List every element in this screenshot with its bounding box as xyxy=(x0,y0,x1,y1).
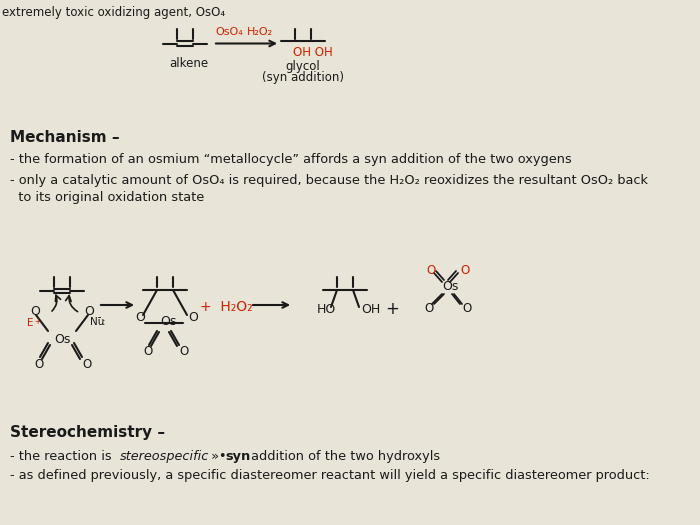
Text: O: O xyxy=(143,345,153,358)
Text: extremely toxic oxidizing agent, OsO₄: extremely toxic oxidizing agent, OsO₄ xyxy=(2,6,225,19)
Text: +  H₂O₂: + H₂O₂ xyxy=(200,300,253,314)
Text: »•: »• xyxy=(207,450,230,463)
Text: O: O xyxy=(462,302,471,315)
Text: Nu: Nu xyxy=(90,317,104,327)
Text: O: O xyxy=(460,264,469,277)
Text: E: E xyxy=(27,318,34,328)
Text: - as defined previously, a specific diastereomer reactant will yield a specific : - as defined previously, a specific dias… xyxy=(10,469,650,482)
Text: - the reaction is: - the reaction is xyxy=(10,450,116,463)
Text: OH: OH xyxy=(361,303,380,316)
Text: (syn addition): (syn addition) xyxy=(262,71,344,84)
Text: to its original oxidation state: to its original oxidation state xyxy=(10,191,204,204)
Text: H₂O₂: H₂O₂ xyxy=(247,27,273,37)
Text: O: O xyxy=(424,302,433,315)
Text: OH OH: OH OH xyxy=(293,46,332,59)
Text: OsO₄: OsO₄ xyxy=(215,27,243,37)
Text: O: O xyxy=(82,358,91,371)
Text: Os: Os xyxy=(442,280,458,293)
Text: Mechanism –: Mechanism – xyxy=(10,130,120,145)
Text: O: O xyxy=(426,264,435,277)
Text: glycol: glycol xyxy=(286,60,321,73)
Text: - only a catalytic amount of OsO₄ is required, because the H₂O₂ reoxidizes the r: - only a catalytic amount of OsO₄ is req… xyxy=(10,174,648,187)
Text: HO: HO xyxy=(317,303,336,316)
Text: O: O xyxy=(188,311,198,324)
Text: O: O xyxy=(30,305,40,318)
Text: syn: syn xyxy=(225,450,251,463)
Text: O: O xyxy=(179,345,188,358)
Text: +: + xyxy=(34,317,41,326)
Text: +: + xyxy=(385,300,399,318)
Text: addition of the two hydroxyls: addition of the two hydroxyls xyxy=(247,450,440,463)
Text: - the formation of an osmium “metallocycle” affords a syn addition of the two ox: - the formation of an osmium “metallocyc… xyxy=(10,153,572,166)
Text: :: : xyxy=(102,317,106,327)
Text: stereospecific: stereospecific xyxy=(120,450,209,463)
Text: Os: Os xyxy=(54,333,71,346)
Text: Stereochemistry –: Stereochemistry – xyxy=(10,425,165,440)
Text: Os: Os xyxy=(160,315,176,328)
Text: alkene: alkene xyxy=(169,57,208,70)
Text: O: O xyxy=(84,305,94,318)
Text: O: O xyxy=(135,311,145,324)
Text: O: O xyxy=(34,358,43,371)
